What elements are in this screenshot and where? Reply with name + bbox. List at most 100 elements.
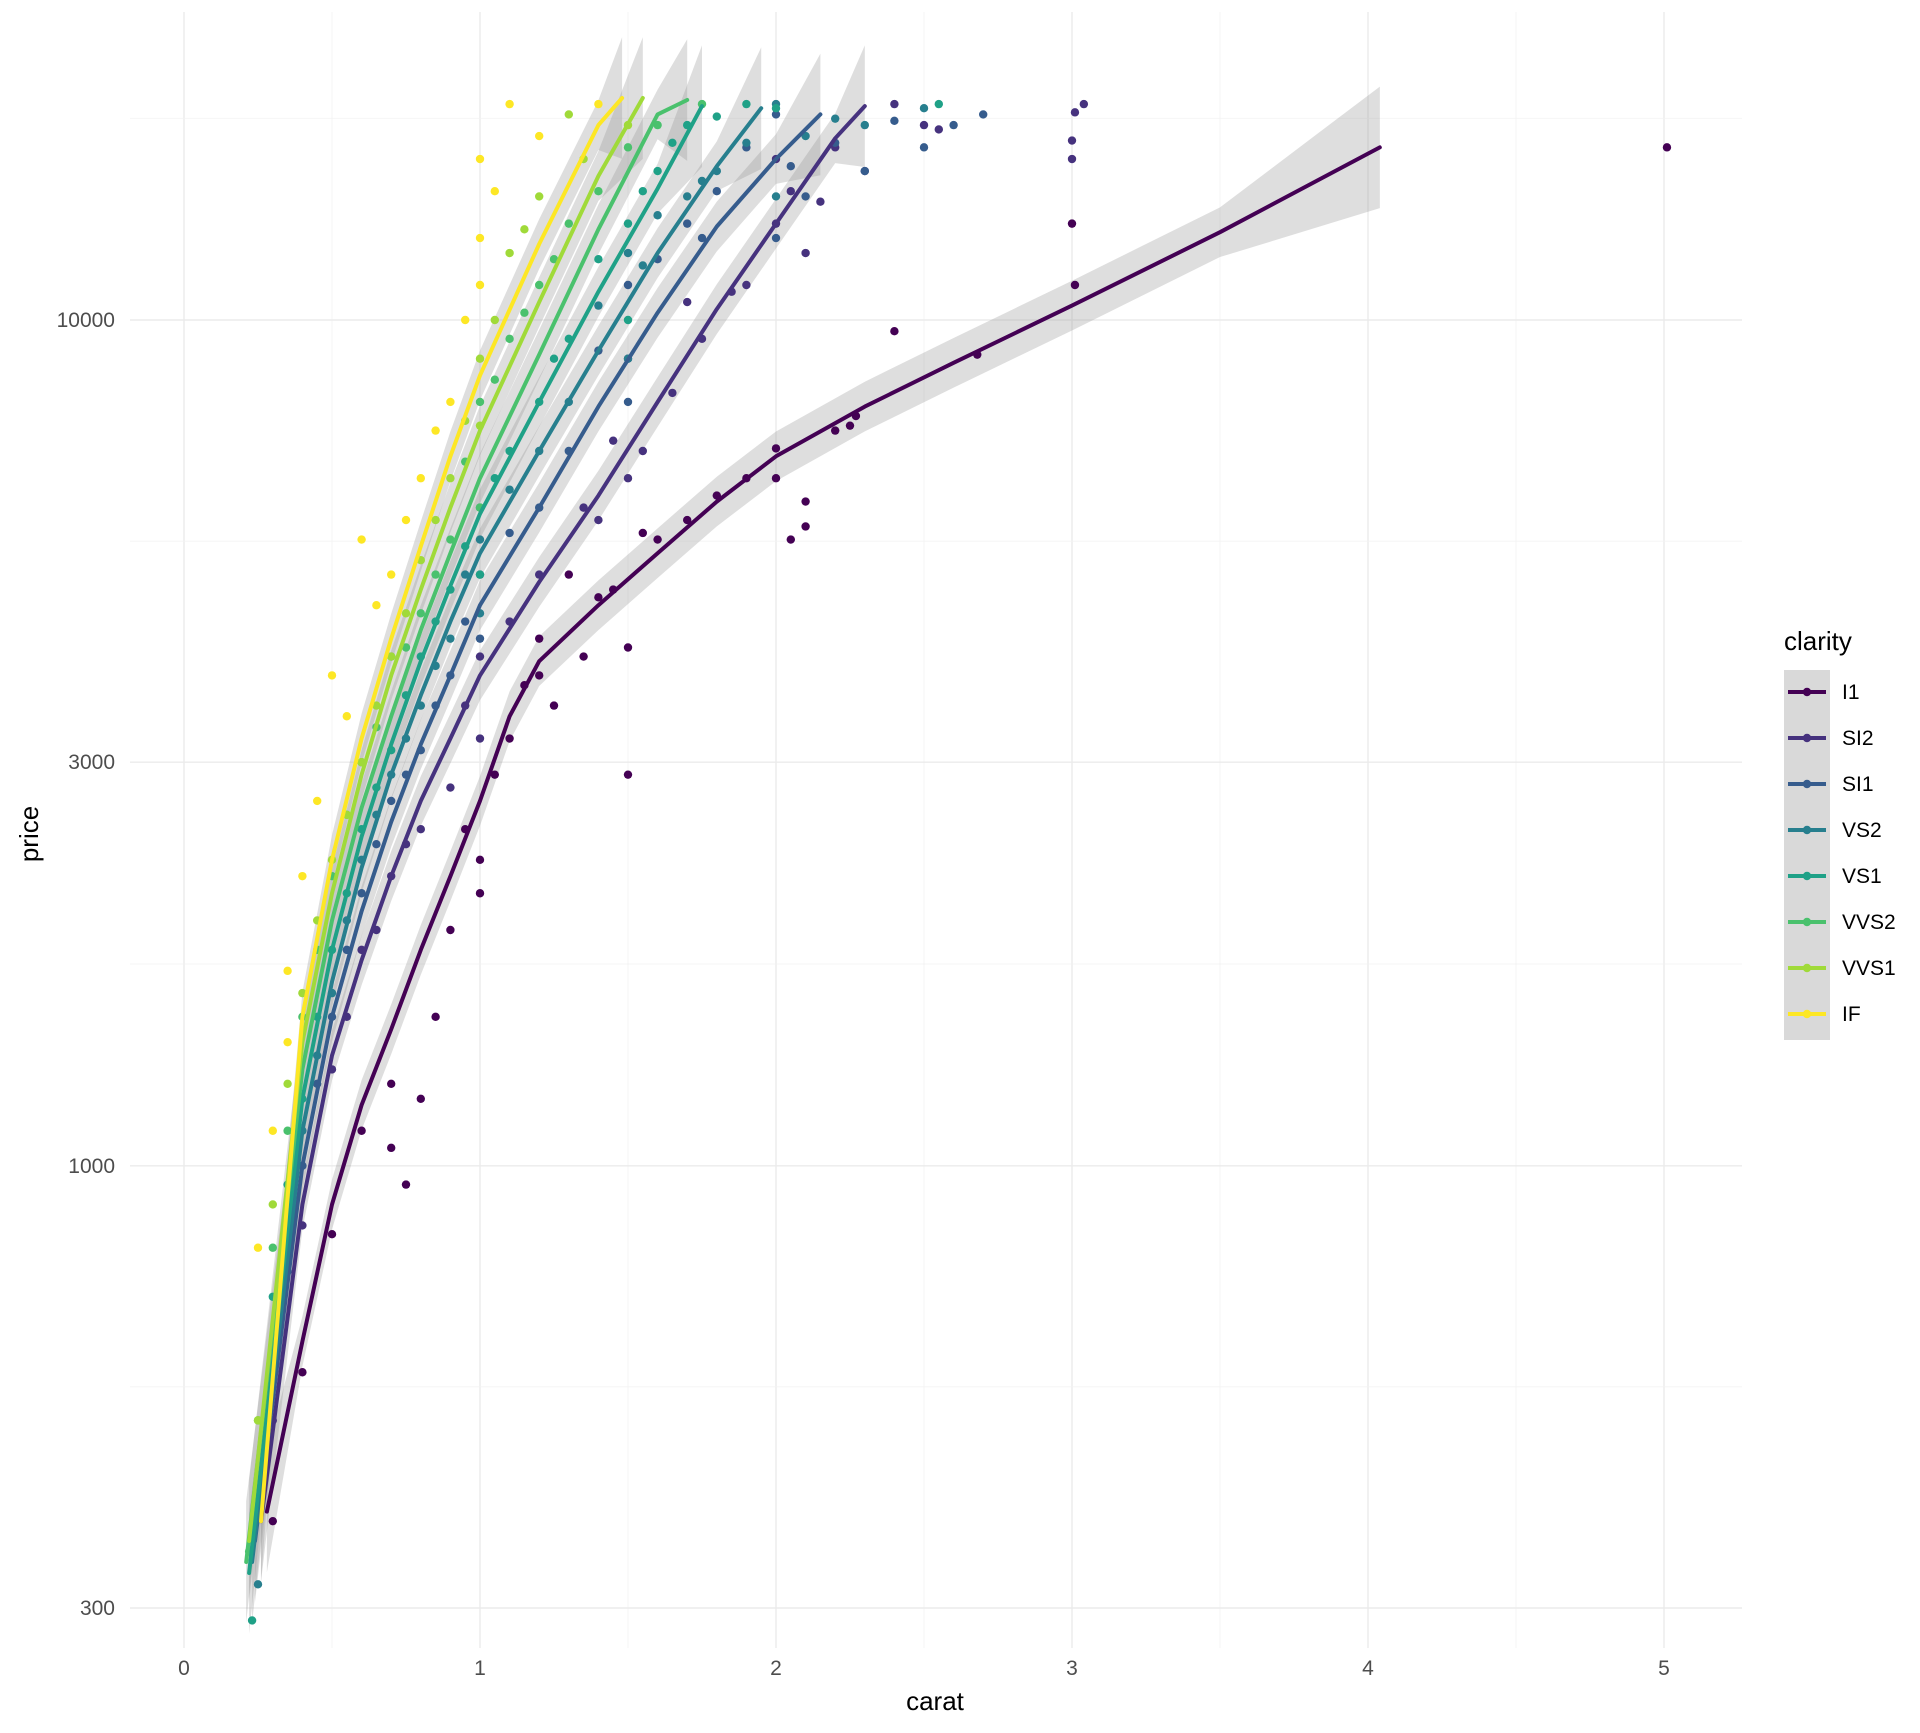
data-point-VVS2 (475, 397, 485, 407)
data-point-VS2 (831, 114, 840, 123)
data-point-VS2 (919, 104, 929, 113)
data-point-IF (431, 426, 440, 435)
data-point-IF (253, 1243, 263, 1252)
legend-item-VVS2: VVS2 (1788, 911, 1896, 934)
data-point-I1 (594, 593, 603, 602)
data-point-SI2 (668, 388, 677, 398)
data-point-IF (313, 796, 322, 806)
data-point-SI1 (771, 110, 781, 119)
legend-label: SI1 (1842, 773, 1874, 796)
data-point-I1 (786, 535, 795, 544)
grid-layer (130, 12, 1742, 1648)
data-point-I1 (505, 734, 514, 743)
data-point-SI1 (461, 617, 470, 626)
y-tick-label: 1000 (68, 1155, 115, 1178)
data-point-IF (446, 397, 455, 407)
legend-item-IF: IF (1788, 1003, 1861, 1026)
x-tick-label: 1 (474, 1657, 486, 1680)
data-point-I1 (475, 889, 485, 898)
data-point-I1 (845, 421, 855, 430)
data-point-I1 (683, 515, 692, 525)
data-point-IF (298, 871, 307, 881)
data-point-SI2 (934, 125, 943, 134)
smooth-line-VVS2 (244, 98, 690, 1564)
data-point-IF (475, 154, 485, 164)
data-point-IF (283, 1037, 292, 1047)
data-point-IF (475, 233, 485, 243)
legend-key-point (1802, 917, 1812, 927)
data-point-IF (461, 315, 470, 325)
data-point-SI2 (1067, 136, 1077, 145)
data-point-IF (387, 570, 396, 579)
data-point-VS1 (594, 255, 603, 264)
data-point-IF (342, 712, 351, 721)
legend-item-VS2: VS2 (1788, 819, 1882, 842)
data-point-I1 (446, 925, 455, 935)
data-point-VS2 (742, 138, 751, 147)
data-point-SI2 (890, 99, 899, 109)
data-point-VS2 (461, 570, 470, 579)
y-tick-label: 10000 (57, 309, 115, 332)
legend-key-point (1802, 825, 1812, 835)
legend-label: I1 (1842, 681, 1860, 704)
data-point-I1 (1070, 280, 1080, 290)
x-axis-title: carat (906, 1686, 965, 1716)
data-point-VVS2 (505, 334, 514, 344)
legend-key-point (1802, 871, 1812, 881)
data-point-SI1 (786, 162, 795, 171)
y-tick-label: 3000 (68, 751, 115, 774)
smooth-line-SI1 (253, 112, 823, 1543)
data-point-VS1 (742, 99, 751, 109)
data-point-I1 (623, 770, 633, 779)
data-point-I1 (268, 1516, 277, 1526)
data-point-IF (327, 671, 337, 680)
smooth-line-VVS1 (247, 96, 645, 1543)
data-point-SI1 (697, 233, 707, 243)
data-point-I1 (831, 426, 840, 435)
data-point-VS1 (475, 570, 485, 579)
data-point-I1 (490, 770, 499, 779)
data-point-SI1 (979, 110, 988, 119)
data-point-I1 (1662, 143, 1672, 152)
data-point-IF (401, 515, 411, 525)
data-point-SI2 (816, 197, 825, 206)
data-point-VVS2 (653, 120, 662, 130)
data-point-VVS1 (564, 110, 573, 119)
legend: clarity I1 SI2 SI1 VS2 VS1 VVS2 VVS1 IF (1784, 626, 1896, 1040)
legend-label: VVS2 (1842, 911, 1896, 934)
data-point-I1 (1067, 219, 1077, 228)
data-point-VVS1 (387, 652, 396, 661)
smooth-line-layer (244, 96, 1382, 1575)
legend-title: clarity (1784, 626, 1852, 656)
data-point-VS1 (623, 219, 633, 228)
data-point-SI2 (1070, 108, 1080, 117)
y-tick-label: 300 (80, 1597, 115, 1620)
legend-key-point (1802, 963, 1812, 973)
data-point-SI2 (446, 783, 455, 792)
data-point-VVS1 (475, 354, 485, 363)
data-point-VS2 (475, 535, 485, 544)
data-point-SI1 (949, 120, 958, 130)
data-point-IF (283, 966, 292, 976)
confidence-band-I1 (266, 86, 1380, 1573)
data-point-I1 (298, 1368, 307, 1377)
data-point-IF (357, 535, 366, 544)
legend-item-SI1: SI1 (1788, 773, 1874, 796)
legend-key-point (1802, 687, 1812, 697)
data-point-I1 (549, 701, 559, 710)
smooth-line-VS2 (250, 106, 764, 1564)
legend-key-point (1802, 779, 1812, 789)
data-point-VVS1 (490, 315, 499, 325)
data-point-IF (416, 474, 425, 483)
x-tick-label: 0 (178, 1657, 190, 1680)
smooth-line-IF (259, 96, 625, 1524)
legend-key-background (1784, 670, 1830, 1040)
data-point-VS1 (934, 99, 943, 109)
data-point-VVS2 (268, 1243, 277, 1252)
data-point-SI1 (919, 143, 929, 152)
data-point-SI2 (1079, 99, 1089, 109)
data-point-VVS2 (490, 375, 499, 384)
data-point-VS2 (771, 192, 781, 201)
data-point-SI2 (801, 248, 810, 258)
